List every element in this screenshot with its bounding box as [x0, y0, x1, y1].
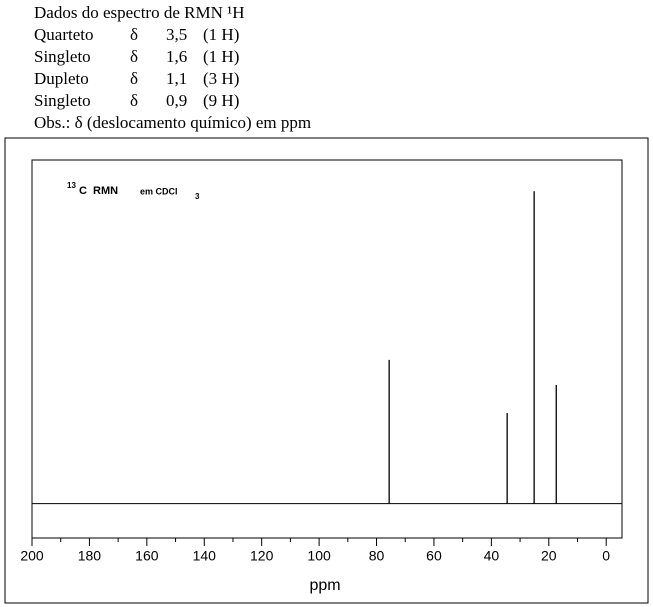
plot-frame — [31, 159, 623, 539]
x-tick-label: 40 — [484, 548, 500, 564]
x-tick-label: 60 — [426, 548, 442, 564]
header-cell: Singleto — [34, 91, 91, 110]
x-tick-label: 0 — [602, 548, 610, 564]
header-cell: Singleto — [34, 47, 91, 66]
header-cell: δ — [130, 69, 139, 88]
annotation-nucleus: C RMN — [79, 185, 118, 197]
header-note: Obs.: δ (deslocamento químico) em ppm — [34, 113, 312, 132]
annotation-sub: 3 — [195, 192, 200, 201]
annotation-mass: 13 — [67, 181, 76, 190]
header-cell: δ — [130, 91, 139, 110]
header-cell: (1 H) — [203, 25, 240, 44]
x-tick-label: 160 — [135, 548, 159, 564]
x-tick-label: 80 — [369, 548, 385, 564]
outer-frame — [4, 137, 649, 604]
header-cell: 1,6 — [166, 47, 188, 66]
x-tick-label: 100 — [307, 548, 331, 564]
header-cell: Dupleto — [34, 69, 89, 88]
header-cell: (1 H) — [203, 47, 240, 66]
x-tick-label: 20 — [541, 548, 557, 564]
header-cell: (3 H) — [203, 69, 240, 88]
x-tick-label: 120 — [250, 548, 274, 564]
x-axis-label: ppm — [309, 577, 340, 594]
x-tick-label: 180 — [78, 548, 102, 564]
x-tick-label: 200 — [20, 548, 44, 564]
header-cell: δ — [130, 47, 139, 66]
header-cell: 3,5 — [166, 25, 188, 44]
x-tick-label: 140 — [193, 548, 217, 564]
annotation-solvent: em CDCl — [140, 186, 178, 196]
header-cell: Quarteto — [34, 25, 94, 44]
header-title: Dados do espectro de RMN ¹H — [34, 3, 245, 22]
header-cell: 0,9 — [166, 91, 188, 110]
header-cell: (9 H) — [203, 91, 240, 110]
header-cell: δ — [130, 25, 139, 44]
header-cell: 1,1 — [166, 69, 188, 88]
